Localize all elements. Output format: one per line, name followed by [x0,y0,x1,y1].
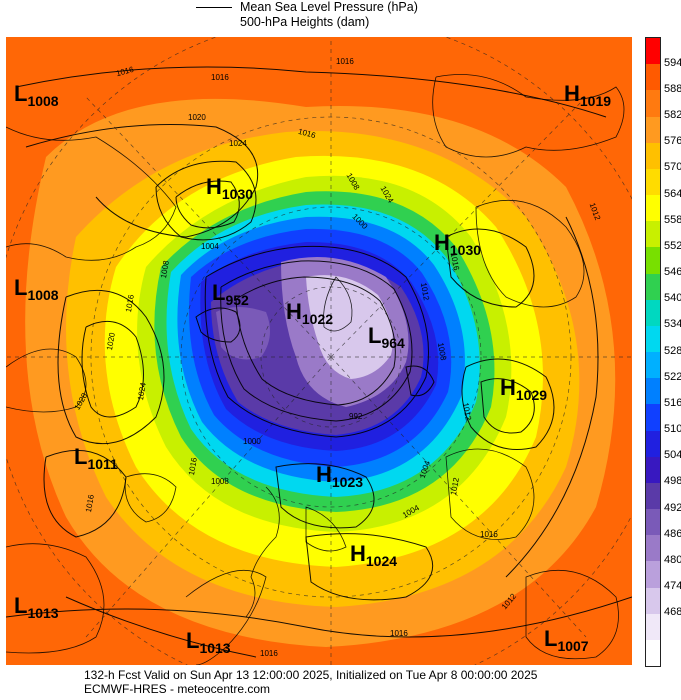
legend-header: Mean Sea Level Pressure (hPa) 500-hPa He… [0,0,681,36]
map-canvas [6,37,632,665]
isobar-label: 1016 [480,530,498,539]
pressure-system-low[interactable]: L952 [212,280,249,308]
colorbar-swatch [646,587,660,615]
pressure-system-high[interactable]: H1024 [350,541,398,569]
pressure-system-high[interactable]: H1030 [206,174,254,202]
colorbar-tick-label: 516 [664,396,681,409]
colorbar-tick-label: 528 [664,344,681,357]
colorbar-tick-label: 474 [664,580,681,592]
colorbar-tick-label: 534 [664,318,681,331]
isobar-label: 992 [349,412,363,421]
colorbar-swatch [646,639,660,667]
weather-map[interactable]: L1008 H1019 H1030 H1030 L1008 L952 H1022… [6,37,632,665]
colorbar-swatch [646,116,660,144]
mslp-line-sample [196,7,232,8]
isobar-label: 1000 [243,437,261,446]
colorbar-swatch [646,247,660,274]
pressure-system-low[interactable]: L964 [368,323,405,351]
pressure-system-high[interactable]: H1022 [286,299,334,327]
isobar-label: 1016 [336,57,354,66]
pressure-system-high[interactable]: H1029 [500,375,548,403]
colorbar-swatch [646,404,660,431]
colorbar-swatch [646,561,660,588]
colorbar-swatch [646,509,660,536]
isobar-label: 1004 [201,242,219,251]
colorbar-tick-label: 588 [664,82,681,95]
colorbar-swatch [646,299,660,327]
colorbar-swatch [646,352,660,379]
colorbar-swatch [646,221,660,248]
colorbar-tick-label: 486 [664,527,681,540]
pressure-system-low[interactable]: L1008 [14,275,59,303]
colorbar-tick-label: 468 [664,606,681,619]
colorbar-tick-label: 492 [664,501,681,514]
pressure-system-high[interactable]: H1019 [564,81,612,109]
colorbar-swatch [646,64,660,91]
pressure-system-high[interactable]: H1030 [434,230,482,258]
colorbar-swatch [646,142,660,170]
colorbar-tick-label: 564 [664,187,681,200]
colorbar-tick-label: 504 [664,449,681,462]
colorbar-tick-label: 480 [664,553,681,566]
mslp-legend-label: Mean Sea Level Pressure (hPa) [240,0,418,14]
colorbar-tick-label: 594 [664,56,681,69]
colorbar-swatch [646,378,660,405]
colorbar-swatch [646,273,660,301]
colorbar-swatch [646,195,660,222]
isobar-label: 1016 [211,73,229,82]
colorbar-tick-label: 552 [664,239,681,252]
colorbar-swatch [646,168,660,196]
pressure-system-low[interactable]: L1013 [186,628,231,656]
colorbar-swatch [646,430,660,458]
colorbar-tick-label: 546 [664,266,681,278]
colorbar-tick-label: 498 [664,475,681,488]
isobar-label: 1016 [390,629,408,638]
colorbar-swatch [646,613,660,641]
model-source: ECMWF-HRES - meteocentre.com [84,682,271,696]
colorbar-swatch [646,325,660,353]
colorbar-tick-label: 540 [664,292,681,305]
isobar-label: 1024 [229,139,247,148]
pressure-system-low[interactable]: L1007 [544,626,589,654]
heights-legend-entry: 500-hPa Heights (dam) [196,16,369,29]
colorbar-tick-label: 522 [664,370,681,383]
pressure-system-low[interactable]: L1011 [74,444,118,472]
colorbar [645,37,661,667]
colorbar-tick-label: 576 [664,135,681,148]
colorbar-swatch [646,535,660,562]
pressure-system-low[interactable]: L1008 [14,81,59,109]
colorbar-swatch [646,90,660,117]
colorbar-swatch [646,482,660,510]
colorbar-swatch [646,456,660,484]
colorbar-swatch [646,38,660,65]
mslp-legend-entry: Mean Sea Level Pressure (hPa) [196,1,418,14]
pressure-system-low[interactable]: L1013 [14,593,59,621]
colorbar-tick-label: 570 [664,161,681,174]
colorbar-tick-label: 558 [664,213,681,226]
isobar-label: 1008 [211,477,229,486]
pressure-system-high[interactable]: H1023 [316,462,364,490]
isobar-label: 1020 [188,113,206,122]
forecast-info: 132-h Fcst Valid on Sun Apr 13 12:00:00 … [84,668,538,682]
isobar-label: 1016 [260,649,278,658]
heights-legend-label: 500-hPa Heights (dam) [240,15,370,29]
colorbar-tick-label: 510 [664,423,681,435]
colorbar-tick-label: 582 [664,109,681,121]
